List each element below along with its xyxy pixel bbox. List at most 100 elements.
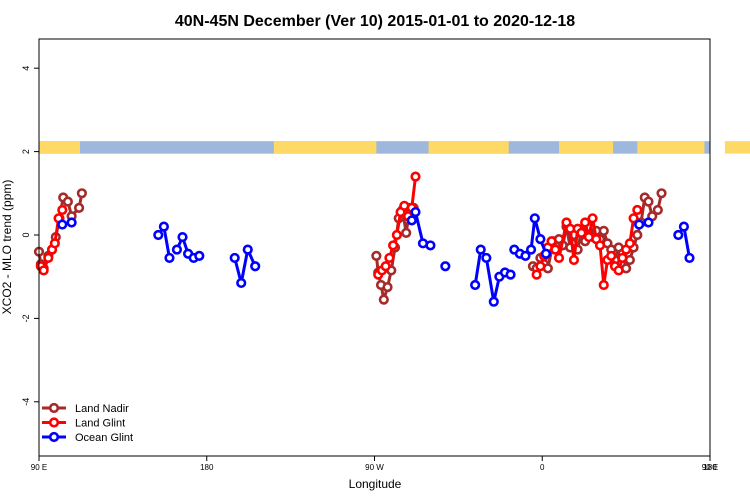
series-2-point-7-6: [540, 248, 552, 259]
series-2-point-7-3: [525, 244, 537, 255]
series-2-line-3: [233, 244, 257, 284]
series-2-point-2-4: [194, 250, 205, 261]
series-2-point-6-2: [481, 252, 492, 264]
series-1-point-2-19: [606, 250, 617, 261]
series-2-point-9-2: [684, 252, 695, 264]
series-0-point-1-9: [401, 227, 412, 239]
series-2-point-4-1: [410, 206, 421, 218]
series-1-point-2-21: [613, 265, 624, 276]
series-1-point-2-26: [632, 204, 643, 216]
series-1-point-0-1: [38, 265, 49, 276]
series-2-point-1-0: [153, 229, 164, 241]
series-2-point-6-0: [470, 279, 481, 291]
legend-label-0: Land Nadir: [75, 403, 129, 415]
series-0-point-1-4: [382, 282, 393, 293]
legend-marker-0: [48, 402, 60, 414]
series-1-point-2-16: [594, 240, 606, 251]
series-2-point-3-1: [236, 277, 247, 289]
series-1-point-1-10: [410, 171, 421, 182]
x-axis-label: Longitude: [349, 477, 402, 491]
land-band-5: [724, 141, 750, 154]
land-band-1: [273, 141, 377, 154]
y-tick-label-0: -4: [21, 398, 31, 406]
x-tick-label-1: 180: [200, 463, 214, 472]
series-1-point-2-25: [628, 213, 639, 224]
legend-marker-2: [48, 431, 60, 443]
series-2-point-7-4: [529, 213, 540, 224]
series-1-point-2-4: [546, 236, 557, 247]
series-1-point-2-1: [535, 261, 546, 272]
legend-label-1: Land Glint: [75, 418, 125, 430]
series-1-point-2-22: [617, 252, 628, 264]
y-tick-label-3: 2: [21, 149, 31, 154]
series-1-point-0-6: [57, 204, 68, 216]
series-1-point-2-11: [576, 227, 587, 239]
x-tick-label-4: 90 E: [702, 463, 718, 472]
land-ocean-strip: [39, 141, 750, 154]
land-band-0: [39, 141, 81, 154]
legend-marker-1: [48, 417, 60, 428]
series-0-point-1-0: [371, 250, 382, 261]
chart-title: 40N-45N December (Ver 10) 2015-01-01 to …: [175, 13, 575, 30]
series-0-point-0-8: [62, 196, 73, 207]
series-1-point-2-14: [587, 213, 598, 224]
series-2-point-5-0: [440, 261, 451, 272]
series-2-point-6-6: [505, 269, 516, 280]
series-0-point-0-11: [76, 188, 87, 199]
series-0-point-2-33: [656, 188, 667, 199]
series-2-point-4-0: [406, 215, 417, 226]
series-1-point-1-5: [391, 229, 402, 241]
series-2-point-6-1: [475, 244, 486, 255]
legend-label-2: Ocean Glint: [75, 432, 133, 444]
y-tick-label-2: 0: [21, 232, 31, 237]
series-1-point-2-0: [531, 269, 542, 280]
series-0-point-0-10: [73, 202, 85, 213]
series-0-point-2-32: [652, 204, 663, 216]
series-1-point-0-2: [43, 252, 54, 264]
series-2-point-8-1: [643, 217, 654, 228]
x-tick-label-3: 0: [540, 463, 545, 472]
series-1-point-2-5: [550, 244, 561, 255]
series-2-point-9-0: [673, 229, 684, 241]
series-1-point-1-3: [384, 252, 395, 264]
series-1-point-2-17: [598, 279, 609, 291]
series-2-point-9-1: [678, 221, 690, 232]
series-1-point-2-24: [624, 238, 635, 249]
land-band-3: [559, 141, 614, 154]
x-tick-label-5: 180: [703, 463, 717, 472]
series-2: [57, 206, 695, 307]
x-tick-label-2: 90 W: [365, 463, 384, 472]
legend: Land Nadir Land Glint Ocean Glint: [42, 402, 133, 444]
series-2-point-1-1: [158, 221, 169, 232]
y-tick-label-4: 4: [21, 66, 31, 71]
x-tick-label-0: 90 E: [31, 463, 47, 472]
series-2-point-2-0: [171, 244, 183, 255]
series-2-point-0-0: [57, 219, 68, 230]
series-2-point-2-1: [177, 231, 188, 243]
series-1-point-1-2: [380, 261, 391, 272]
series-0-point-1-3: [378, 294, 389, 305]
y-tick-label-1: -2: [21, 314, 31, 322]
series-2-point-8-0: [634, 219, 645, 230]
series-0-point-2-27: [632, 229, 643, 241]
land-band-2: [428, 141, 509, 154]
series-1-point-2-6: [553, 252, 565, 264]
series-layer: [33, 171, 695, 307]
series-2-point-3-0: [229, 252, 240, 264]
series-2-point-4-3: [425, 240, 436, 251]
series-0-point-2-30: [643, 196, 654, 207]
series-1-point-2-12: [580, 217, 591, 228]
series-2-point-3-3: [250, 261, 261, 272]
y-axis-label: XCO2 - MLO trend (ppm): [0, 180, 14, 315]
series-1-point-2-9: [568, 254, 580, 266]
plot-frame: [38, 38, 711, 457]
series-2-point-0-1: [66, 217, 77, 228]
series-2-point-1-2: [164, 252, 175, 264]
series-1: [35, 171, 643, 291]
series-0-point-2-18: [598, 225, 609, 236]
series-1-point-0-4: [49, 238, 60, 249]
land-band-4: [637, 141, 705, 154]
series-2-point-7-5: [535, 234, 546, 245]
